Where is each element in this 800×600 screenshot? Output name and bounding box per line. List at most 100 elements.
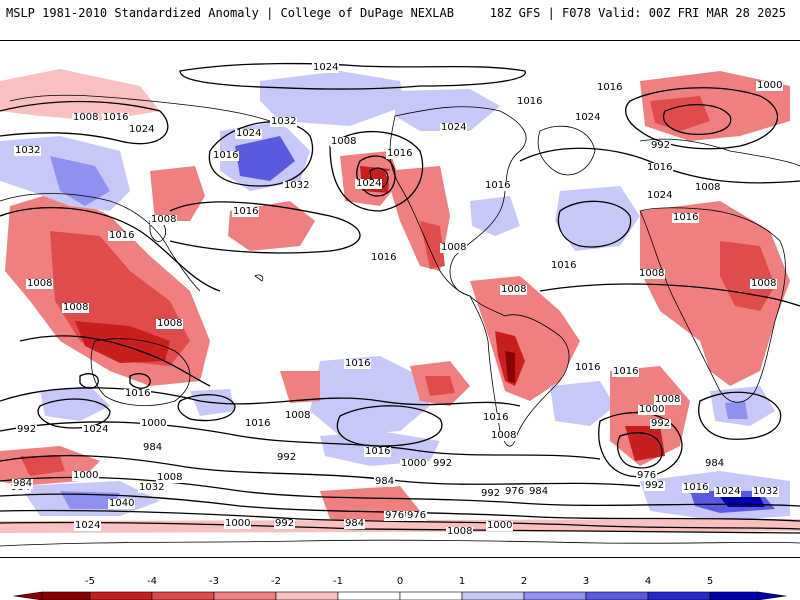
coastline	[0, 193, 201, 292]
isobar-label: 1040	[108, 498, 136, 509]
isobar-label: 1008	[330, 136, 358, 147]
coastline	[639, 207, 786, 403]
colorbar-tick-label: -2	[271, 576, 281, 587]
anomaly-region	[20, 456, 65, 476]
isobar-label: 1032	[270, 116, 298, 127]
isobar-label: 1016	[482, 412, 510, 423]
isobar-label: 1024	[82, 424, 110, 435]
isobar-label: 1008	[440, 242, 468, 253]
isobar-label: 1016	[102, 112, 130, 123]
isobar-label: 1016	[370, 252, 398, 263]
isobar-label: 1000	[72, 470, 100, 481]
anomaly-region	[40, 386, 110, 421]
colorbar-arrow-right	[757, 591, 787, 600]
isobar-label: 1016	[682, 482, 710, 493]
isobar-label: 1016	[232, 206, 260, 217]
isobar-label: 1008	[638, 268, 666, 279]
anomaly-region	[150, 166, 205, 221]
isobar-label: 1016	[386, 148, 414, 159]
colorbar-segment	[151, 591, 215, 600]
isobar-label: 976	[504, 486, 526, 497]
isobar	[19, 335, 211, 387]
coastline	[0, 539, 800, 547]
isobar	[557, 200, 632, 248]
isobar-label: 1032	[14, 145, 42, 156]
isobar-label: 1000	[400, 458, 428, 469]
isobar-label: 1008	[72, 112, 100, 123]
colorbar-segment	[461, 591, 525, 600]
colorbar-segment	[709, 591, 759, 600]
isobar-label: 1008	[750, 278, 778, 289]
isobar	[329, 130, 424, 212]
isobar-label: 1008	[694, 182, 722, 193]
anomaly-region	[425, 376, 455, 396]
isobar	[617, 432, 663, 469]
anomaly-region	[75, 321, 170, 363]
isobar-label: 992	[276, 452, 298, 463]
isobar-label: 1008	[26, 278, 54, 289]
colorbar-tick-label: -5	[85, 576, 95, 587]
isobar-label: 1016	[124, 388, 152, 399]
isobar-label: 1008	[156, 318, 184, 329]
isobar	[129, 373, 151, 389]
isobar-label: 1016	[108, 230, 136, 241]
isobar-label: 1016	[672, 212, 700, 223]
isobar-label: 984	[374, 476, 396, 487]
coastline	[254, 274, 264, 282]
isobar	[0, 421, 601, 460]
colorbar-segment	[399, 591, 463, 600]
isobar-label: 1000	[224, 518, 252, 529]
anomaly-region	[235, 136, 295, 181]
isobar-label: 1024	[355, 178, 383, 189]
isobar-label: 1016	[596, 82, 624, 93]
anomaly-region	[395, 89, 500, 131]
isobar	[698, 391, 782, 440]
colorbar-tick-label: 1	[458, 576, 466, 587]
isobar-label: 1008	[150, 214, 178, 225]
colorbar-tick-label: 5	[706, 576, 714, 587]
isobar-label: 992	[432, 458, 454, 469]
model-run-info: 18Z GFS | F078 Valid: 00Z FRI MAR 28 202…	[489, 6, 786, 20]
map-title: MSLP 1981-2010 Standardized Anomaly | Co…	[6, 6, 454, 20]
isobar-label: 1024	[440, 122, 468, 133]
isobar-label: 992	[480, 488, 502, 499]
isobar-label: 1024	[574, 112, 602, 123]
isobar-label: 1024	[235, 128, 263, 139]
isobar-label: 1008	[490, 430, 518, 441]
isobar-label: 1016	[550, 260, 578, 271]
colorbar-arrow-left	[13, 591, 43, 600]
isobar	[625, 87, 778, 150]
colorbar-tick-label: 3	[582, 576, 590, 587]
anomaly-region	[420, 221, 445, 269]
isobar	[177, 394, 236, 422]
isobar	[663, 104, 732, 135]
isobar-label: 1000	[140, 418, 168, 429]
colorbar-segment	[41, 591, 91, 600]
isobar-label: 1024	[646, 190, 674, 201]
isobar-label: 1032	[752, 486, 780, 497]
isobar-label: 1016	[484, 180, 512, 191]
isobar-label: 976	[384, 510, 406, 521]
coastline	[394, 106, 527, 297]
isobar-label: 1000	[638, 404, 666, 415]
colorbar-segment	[647, 591, 711, 600]
isobar-label: 1016	[364, 446, 392, 457]
isobar-label: 1008	[156, 472, 184, 483]
coastline	[537, 125, 596, 176]
colorbar-segment	[213, 591, 277, 600]
anomaly-region	[60, 491, 120, 509]
isobar-label: 1008	[284, 410, 312, 421]
isobar-label: 1016	[344, 358, 372, 369]
isobar-label: 992	[274, 518, 296, 529]
isobar	[208, 121, 314, 187]
anomaly-region	[555, 186, 640, 251]
isobar-label: 984	[344, 518, 366, 529]
isobar-label: 1016	[646, 162, 674, 173]
isobar	[0, 493, 800, 522]
isobar-label: 976	[406, 510, 428, 521]
isobar-label: 1000	[756, 80, 784, 91]
anomaly-region	[50, 156, 110, 206]
colorbar-tick-label: 0	[396, 576, 404, 587]
isobar-label: 1016	[612, 366, 640, 377]
colorbar-segment	[275, 591, 339, 600]
